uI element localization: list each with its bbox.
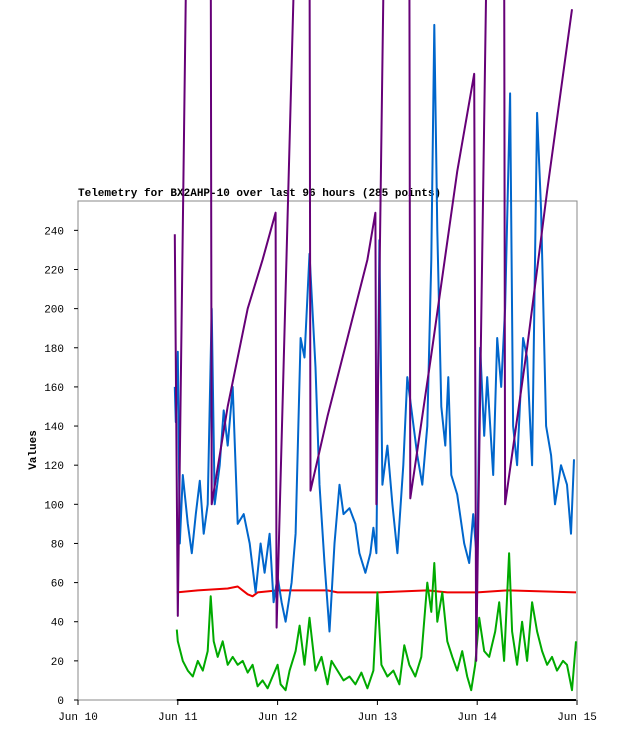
series-line bbox=[175, 552, 577, 692]
y-tick-label: 40 bbox=[51, 618, 64, 630]
x-tick-label: Jun 15 bbox=[557, 712, 597, 724]
series-line bbox=[173, 0, 573, 662]
y-tick-label: 160 bbox=[44, 383, 64, 395]
series-line bbox=[173, 23, 575, 633]
x-tick-label: Jun 12 bbox=[258, 712, 298, 724]
y-tick-label: 240 bbox=[44, 226, 64, 238]
y-tick-label: 120 bbox=[44, 461, 64, 473]
y-tick-label: 100 bbox=[44, 500, 64, 512]
y-tick-label: 200 bbox=[44, 305, 64, 317]
y-tick-label: 220 bbox=[44, 265, 64, 277]
chart-title: Telemetry for BX2AHP-10 over last 96 hou… bbox=[78, 188, 441, 200]
x-tick-label: Jun 13 bbox=[358, 712, 398, 724]
y-tick-label: 0 bbox=[57, 696, 64, 708]
y-tick-label: 60 bbox=[51, 579, 64, 591]
x-tick-label: Jun 10 bbox=[58, 712, 98, 724]
plot-frame bbox=[77, 200, 578, 701]
y-tick-label: 20 bbox=[51, 657, 64, 669]
y-tick-label: 80 bbox=[51, 539, 64, 551]
y-axis-label: Values bbox=[28, 430, 40, 470]
x-tick-label: Jun 14 bbox=[457, 712, 497, 724]
y-tick-label: 180 bbox=[44, 344, 64, 356]
x-tick-label: Jun 11 bbox=[158, 712, 198, 724]
y-tick-label: 140 bbox=[44, 422, 64, 434]
